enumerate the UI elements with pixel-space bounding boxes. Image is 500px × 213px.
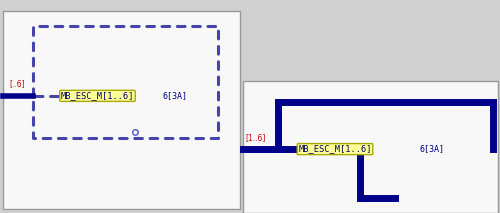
Text: MB_ESC_M[1..6]: MB_ESC_M[1..6] xyxy=(61,91,134,100)
FancyBboxPatch shape xyxy=(2,11,240,209)
Text: [1..6]: [1..6] xyxy=(245,133,266,142)
Text: [..6]: [..6] xyxy=(9,79,24,88)
Text: 6[3A]: 6[3A] xyxy=(420,145,445,154)
FancyBboxPatch shape xyxy=(242,81,498,213)
Text: 6[3A]: 6[3A] xyxy=(162,91,188,100)
Text: MB_ESC_M[1..6]: MB_ESC_M[1..6] xyxy=(298,145,372,154)
